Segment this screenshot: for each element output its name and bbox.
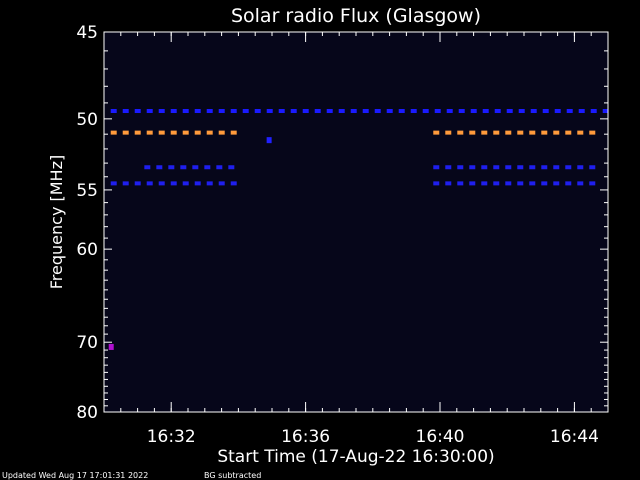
y-axis-label: Frequency [MHz]: [47, 155, 66, 289]
x-tick-label: 16:32: [147, 427, 196, 447]
x-tick-label: 16:44: [550, 427, 599, 447]
footer-note: BG subtracted: [204, 471, 261, 480]
chart-title: Solar radio Flux (Glasgow): [231, 5, 481, 27]
y-tick-label: 45: [76, 23, 98, 43]
y-tick-label: 70: [76, 333, 98, 353]
y-tick-label: 55: [76, 181, 98, 201]
x-tick-label: 16:40: [416, 427, 465, 447]
band-layer: [108, 108, 608, 350]
x-axis: 16:32 16:36 16:40 16:44: [103, 32, 609, 447]
x-tick-label: 16:36: [281, 427, 330, 447]
y-tick-label: 80: [76, 403, 98, 423]
y-tick-label: 60: [76, 240, 98, 260]
x-axis-label: Start Time (17-Aug-22 16:30:00): [217, 447, 494, 467]
footer-updated: Updated Wed Aug 17 17:01:31 2022: [2, 471, 148, 480]
emission-spot: [266, 137, 272, 144]
y-tick-label: 50: [76, 110, 98, 130]
plot-background: [104, 32, 608, 412]
y-axis: 45 50 55 60 70 80: [76, 23, 608, 423]
emission-spot: [108, 343, 114, 350]
